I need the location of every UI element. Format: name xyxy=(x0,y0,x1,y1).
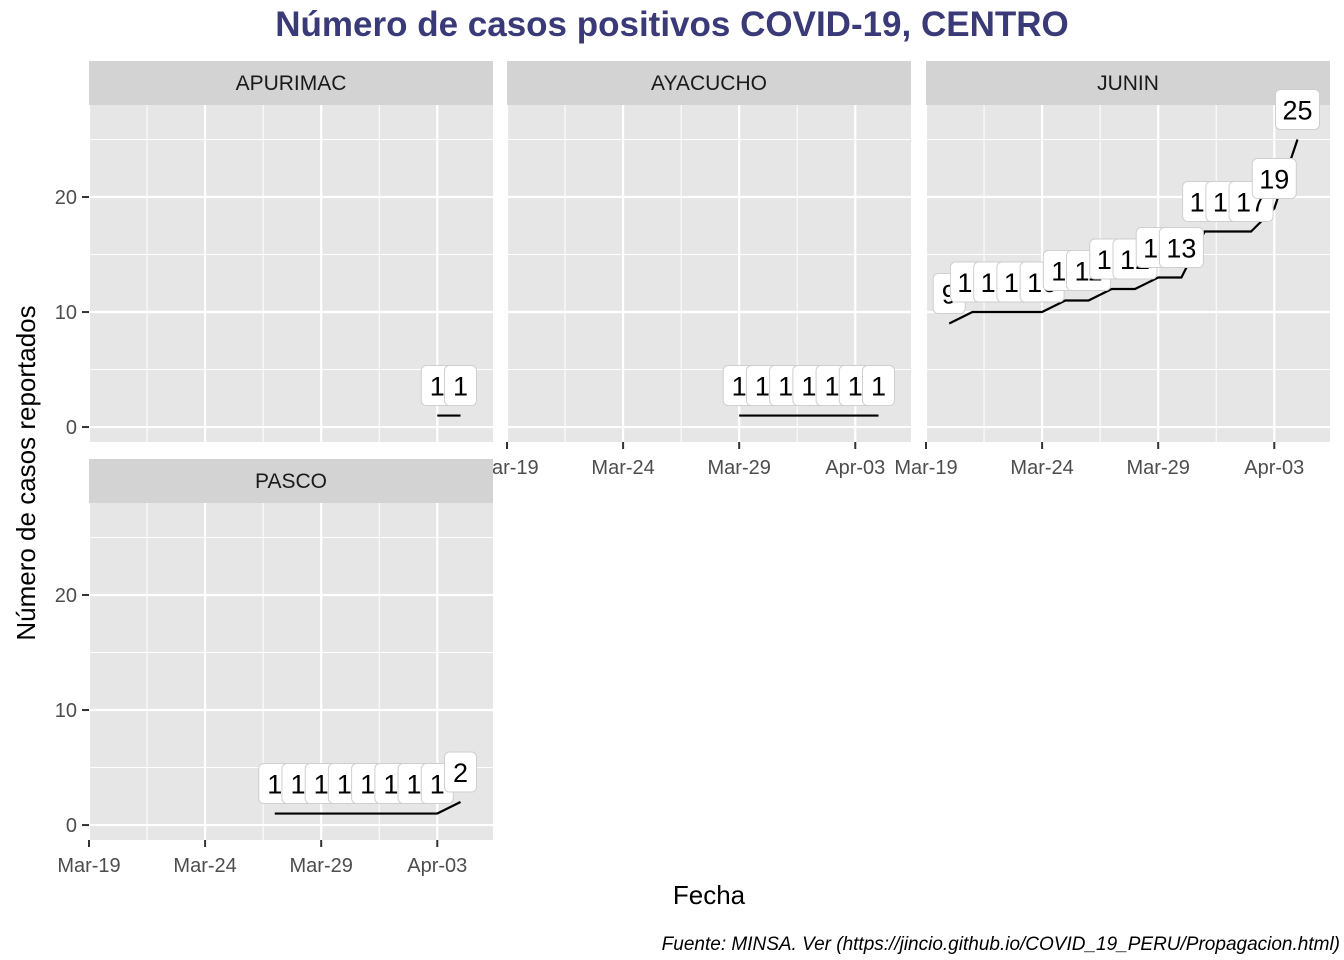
data-label: 1 xyxy=(453,372,468,402)
data-label-box xyxy=(1251,158,1297,200)
x-tick-label: Mar-24 xyxy=(591,457,654,479)
data-label: 1 xyxy=(337,770,352,800)
y-tick-label: 10 xyxy=(55,302,77,324)
data-label: 1 xyxy=(267,770,282,800)
data-label: 1 xyxy=(430,372,445,402)
series-line xyxy=(948,139,1299,325)
facet-strip xyxy=(89,459,493,503)
facet-label: PASCO xyxy=(255,470,327,493)
data-label: 1 xyxy=(430,770,445,800)
y-tick-label: 20 xyxy=(55,585,77,607)
data-label: 1 xyxy=(825,372,840,402)
x-tick-label: Mar-24 xyxy=(173,855,236,877)
y-tick-label: 0 xyxy=(66,815,77,837)
x-tick-label: Mar-29 xyxy=(1127,457,1190,479)
x-tick-label: Apr-03 xyxy=(825,457,885,479)
data-label: 1 xyxy=(383,770,398,800)
panel-apurimac: APURIMAC 0 10 20 1 1 xyxy=(55,61,493,442)
data-label-box xyxy=(1158,227,1204,269)
x-tick-label: Apr-03 xyxy=(1244,457,1304,479)
facet-label: APURIMAC xyxy=(236,72,347,95)
data-label-box xyxy=(861,365,895,407)
data-label: 25 xyxy=(1282,96,1312,126)
facet-strip xyxy=(926,61,1330,105)
data-label-box xyxy=(443,365,477,407)
x-tick-label: Mar-29 xyxy=(708,457,771,479)
data-label-box xyxy=(443,751,477,793)
data-label: 1 xyxy=(871,372,886,402)
facet-label: JUNIN xyxy=(1097,72,1159,95)
y-tick-label: 0 xyxy=(66,417,77,439)
y-tick-label: 20 xyxy=(55,187,77,209)
data-label: 1 xyxy=(778,372,793,402)
data-label: 2 xyxy=(453,758,468,788)
x-tick-label: Mar-29 xyxy=(290,855,353,877)
data-label: 13 xyxy=(1166,234,1196,264)
data-label: 1 xyxy=(407,770,422,800)
data-label: 1 xyxy=(314,770,329,800)
x-tick-label: Mar-19 xyxy=(57,855,120,877)
data-label: 1 xyxy=(755,372,770,402)
facet-strip xyxy=(507,61,911,105)
x-axis-title: Fecha xyxy=(673,880,746,910)
data-label: 1 xyxy=(290,770,305,800)
chart-title: Número de casos positivos COVID-19, CENT… xyxy=(275,5,1069,44)
series-line xyxy=(274,801,461,815)
x-tick-label: Mar-19 xyxy=(894,457,957,479)
x-tick-label: Apr-03 xyxy=(407,855,467,877)
data-label: 1 xyxy=(848,372,863,402)
y-axis-title: Número de casos reportados xyxy=(11,305,41,640)
x-tick-label: Mar-24 xyxy=(1010,457,1073,479)
data-label: 1 xyxy=(732,372,747,402)
data-label: 19 xyxy=(1259,165,1289,195)
data-label: 1 xyxy=(801,372,816,402)
data-label: 1 xyxy=(360,770,375,800)
facet-label: AYACUCHO xyxy=(651,72,767,95)
chart-caption: Fuente: MINSA. Ver (https://jincio.githu… xyxy=(662,934,1340,955)
y-tick-label: 10 xyxy=(55,700,77,722)
data-label-box xyxy=(1274,89,1320,131)
facet-strip xyxy=(89,61,493,105)
